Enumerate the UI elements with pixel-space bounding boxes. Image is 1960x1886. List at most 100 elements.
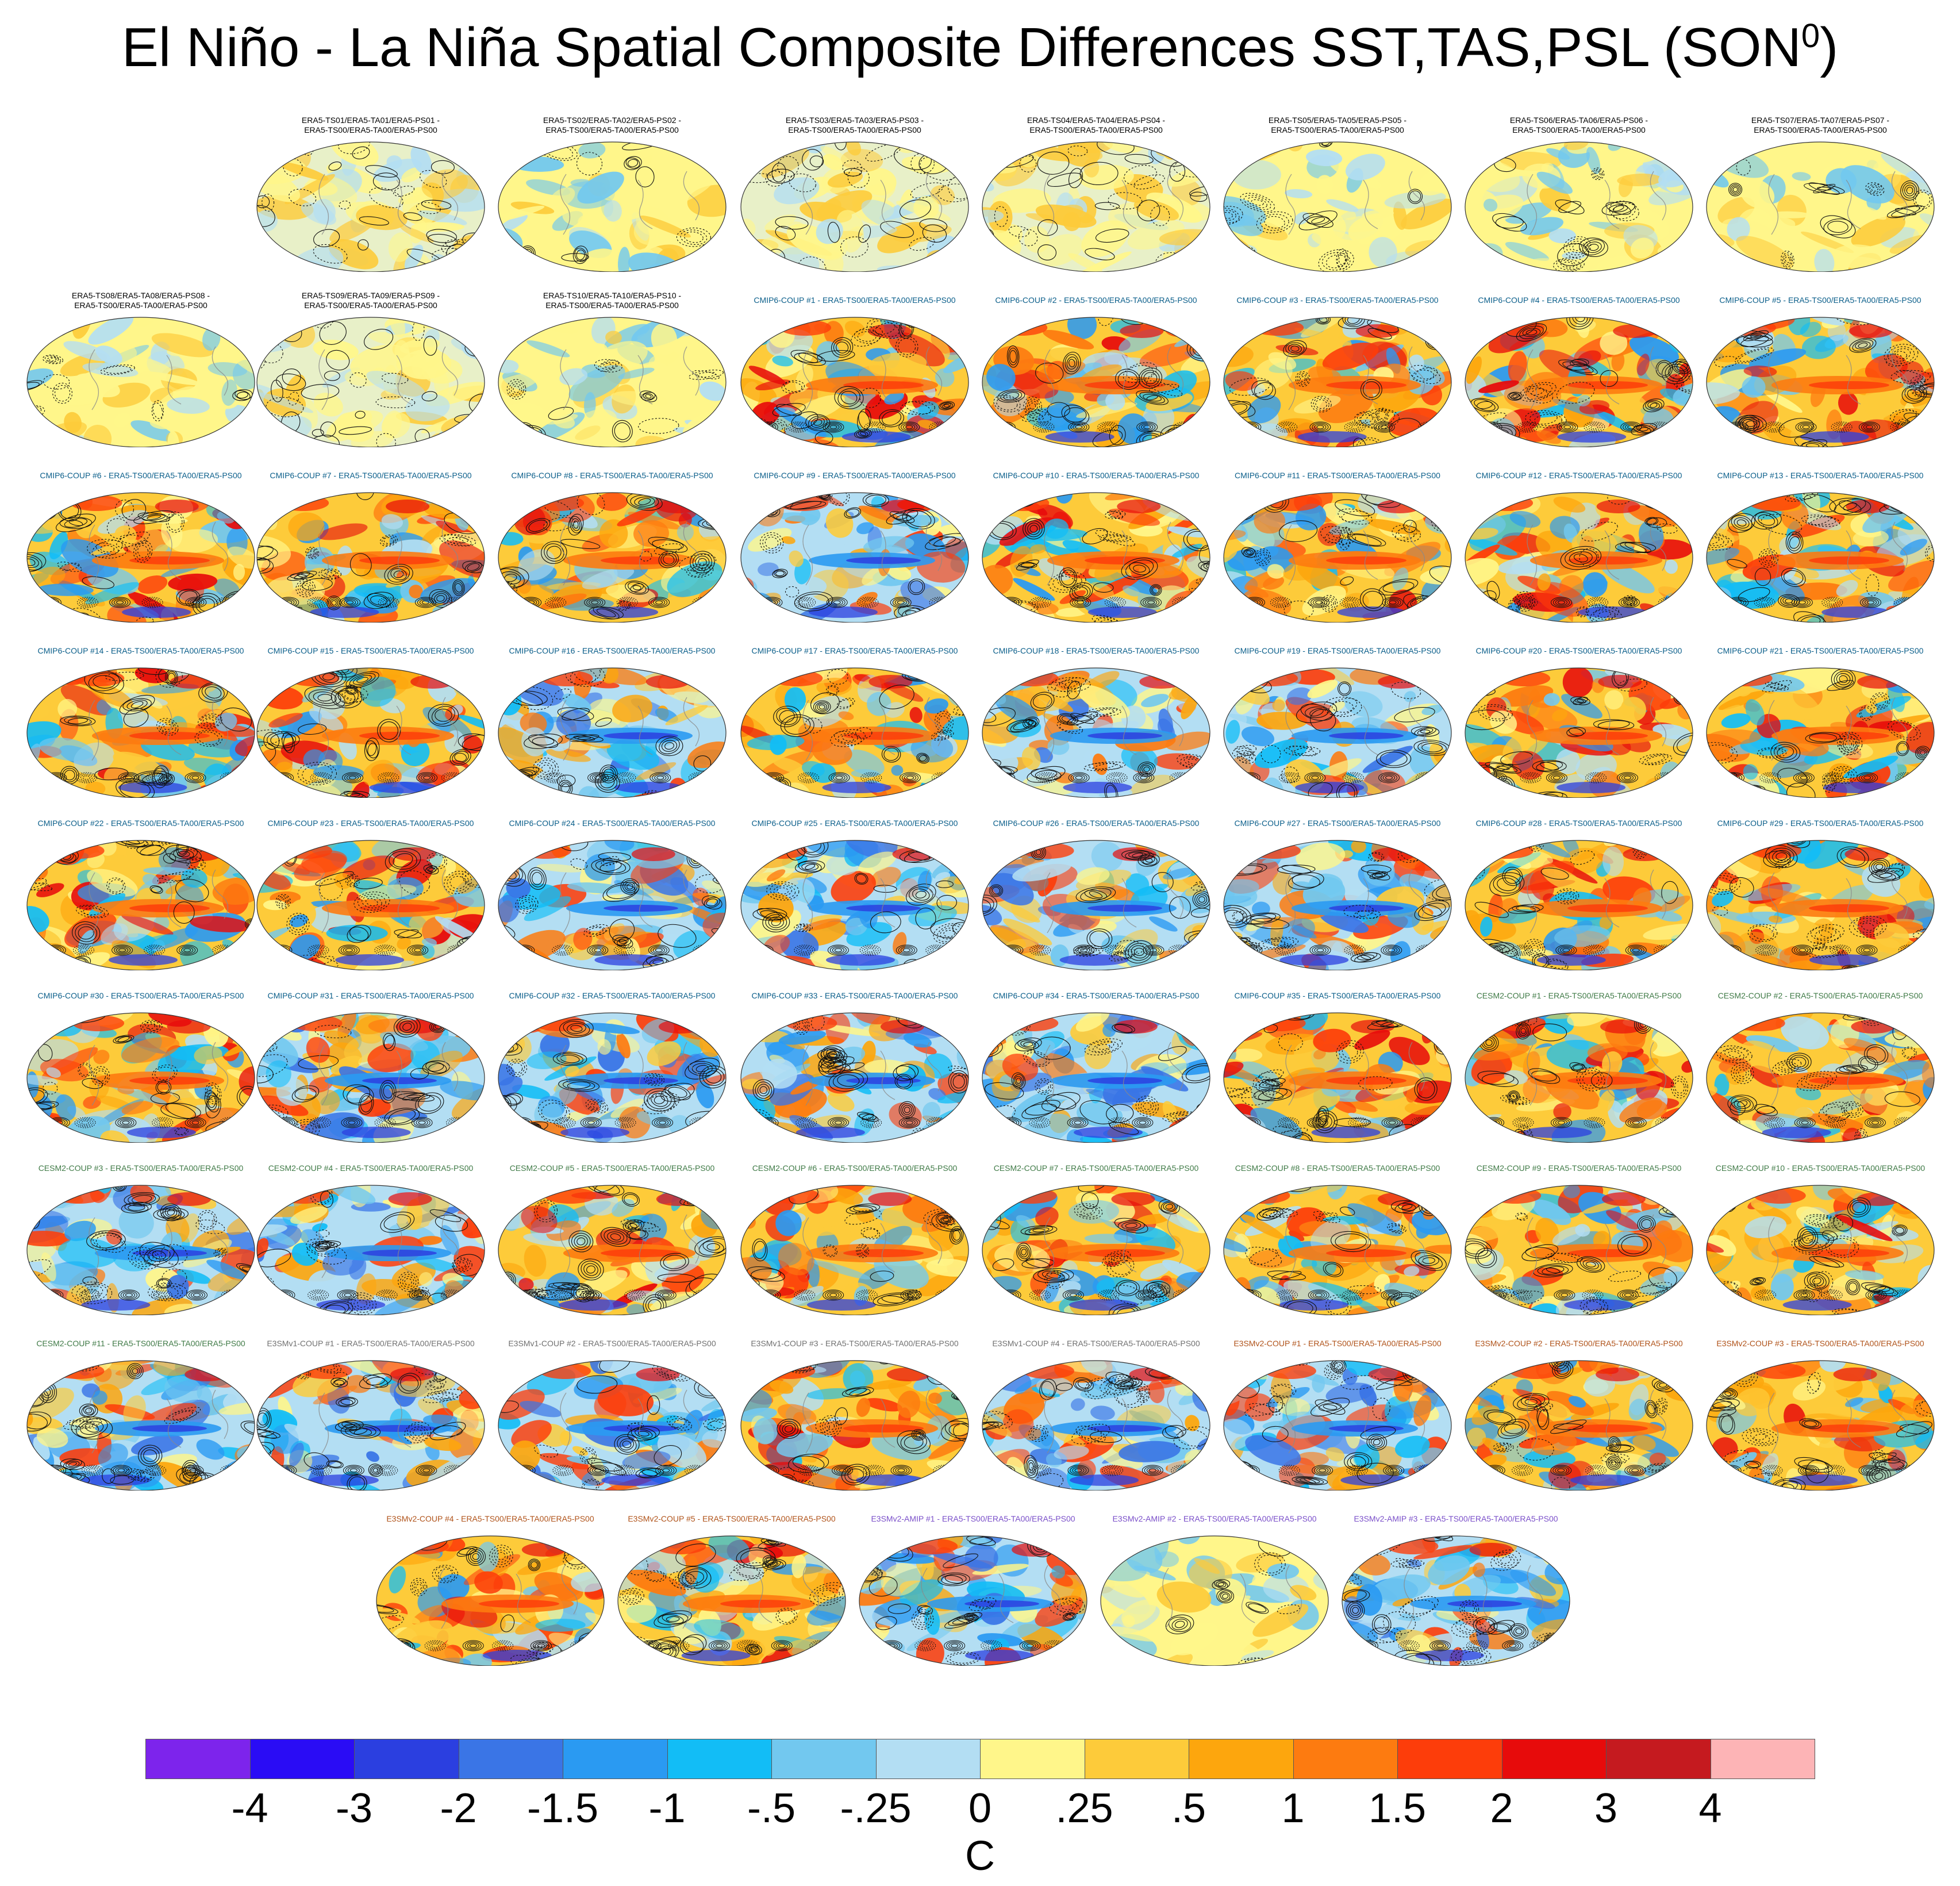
psl-contour — [1600, 370, 1619, 387]
psl-contour — [294, 572, 310, 579]
psl-contour — [417, 598, 434, 607]
field-blob — [802, 760, 825, 777]
psl-contour — [1835, 424, 1848, 431]
psl-contour — [1133, 772, 1155, 783]
psl-contour — [798, 861, 822, 873]
psl-contour — [163, 853, 176, 864]
psl-contour — [1025, 520, 1043, 537]
psl-contour — [858, 411, 870, 429]
psl-contour — [800, 773, 817, 782]
polar-anomaly — [410, 675, 455, 689]
field-blob — [1901, 612, 1923, 623]
field-blob — [386, 155, 402, 170]
panel-label: CMIP6-COUP #21 - ERA5-TS00/ERA5-TA00/ERA… — [1717, 646, 1924, 655]
psl-contour — [462, 670, 485, 679]
psl-contour — [455, 583, 463, 593]
psl-contour — [1787, 533, 1802, 551]
psl-contour — [504, 785, 521, 798]
psl-contour — [1472, 778, 1492, 789]
psl-contour — [1139, 763, 1154, 775]
psl-contour — [760, 910, 780, 919]
psl-contour — [1667, 320, 1688, 331]
psl-contour — [1681, 608, 1693, 617]
field-blob — [1333, 215, 1395, 232]
panel-21: CMIP6-COUP #11 - ERA5-TS00/ERA5-TA00/ERA… — [1220, 468, 1455, 629]
psl-contour — [996, 422, 1013, 432]
field-blob — [1013, 578, 1055, 601]
field-blob — [1306, 149, 1343, 167]
psl-contour — [1037, 151, 1070, 175]
psl-contour — [1723, 317, 1742, 324]
psl-contour — [1493, 763, 1513, 772]
psl-contour — [663, 554, 675, 565]
psl-contour — [27, 787, 38, 796]
psl-contour — [109, 597, 131, 608]
field-blob — [1224, 212, 1263, 236]
panel-30: CMIP6-COUP #20 - ERA5-TS00/ERA5-TA00/ERA… — [1461, 644, 1697, 805]
psl-contour — [1891, 722, 1917, 738]
psl-contour — [1318, 249, 1354, 272]
psl-contour — [658, 924, 697, 948]
psl-contour — [591, 858, 631, 875]
psl-contour — [1200, 562, 1210, 572]
psl-contour — [59, 563, 80, 571]
psl-contour — [1256, 211, 1293, 233]
psl-contour — [1325, 254, 1347, 268]
psl-contour — [449, 749, 471, 766]
psl-contour — [146, 599, 159, 606]
psl-contour — [943, 404, 950, 408]
psl-contour — [1059, 714, 1076, 724]
psl-contour — [1310, 598, 1328, 607]
psl-contour — [1172, 257, 1210, 272]
map-field — [1465, 493, 1693, 623]
psl-contour — [1548, 773, 1565, 782]
field-blob — [36, 883, 64, 897]
psl-contour — [1070, 597, 1092, 608]
psl-contour — [1061, 405, 1090, 425]
field-blob — [498, 206, 545, 223]
field-blob — [1189, 840, 1210, 850]
psl-contour — [1886, 205, 1925, 218]
psl-contour — [393, 570, 404, 578]
psl-contour — [802, 149, 823, 171]
psl-contour — [909, 580, 924, 593]
psl-contour — [1836, 673, 1851, 685]
psl-contour — [1407, 789, 1416, 796]
psl-contour — [1288, 344, 1302, 354]
psl-contour — [1521, 599, 1534, 606]
psl-contour — [1379, 751, 1408, 766]
psl-contour — [157, 871, 194, 884]
psl-contour — [1468, 777, 1495, 790]
psl-contour — [1719, 608, 1739, 623]
psl-contour — [794, 591, 833, 612]
psl-contour — [1732, 785, 1766, 796]
psl-contour — [498, 790, 510, 798]
psl-contour — [1412, 367, 1438, 382]
psl-contour — [692, 553, 712, 571]
field-blob — [524, 896, 571, 921]
psl-contour — [1300, 376, 1306, 382]
psl-contour — [1821, 597, 1843, 608]
field-blob — [667, 561, 722, 597]
psl-contour — [308, 944, 329, 956]
psl-contour — [1570, 696, 1590, 705]
psl-contour — [600, 362, 617, 370]
psl-contour — [933, 792, 954, 798]
psl-contour — [1650, 402, 1658, 408]
psl-contour — [1482, 706, 1509, 720]
field-blob — [214, 578, 240, 598]
psl-contour — [618, 601, 629, 610]
psl-contour — [1016, 559, 1039, 571]
map-outline — [1223, 492, 1452, 623]
psl-contour — [779, 710, 795, 723]
field-blob — [1326, 199, 1359, 212]
psl-contour — [880, 221, 914, 238]
psl-contour — [982, 707, 1016, 726]
panel-map — [26, 667, 255, 798]
field-blob — [1254, 508, 1286, 534]
field-blob — [891, 765, 904, 776]
field-blob — [401, 739, 430, 766]
psl-contour — [1104, 782, 1119, 798]
psl-contour — [298, 723, 327, 735]
psl-contour — [1240, 193, 1275, 212]
